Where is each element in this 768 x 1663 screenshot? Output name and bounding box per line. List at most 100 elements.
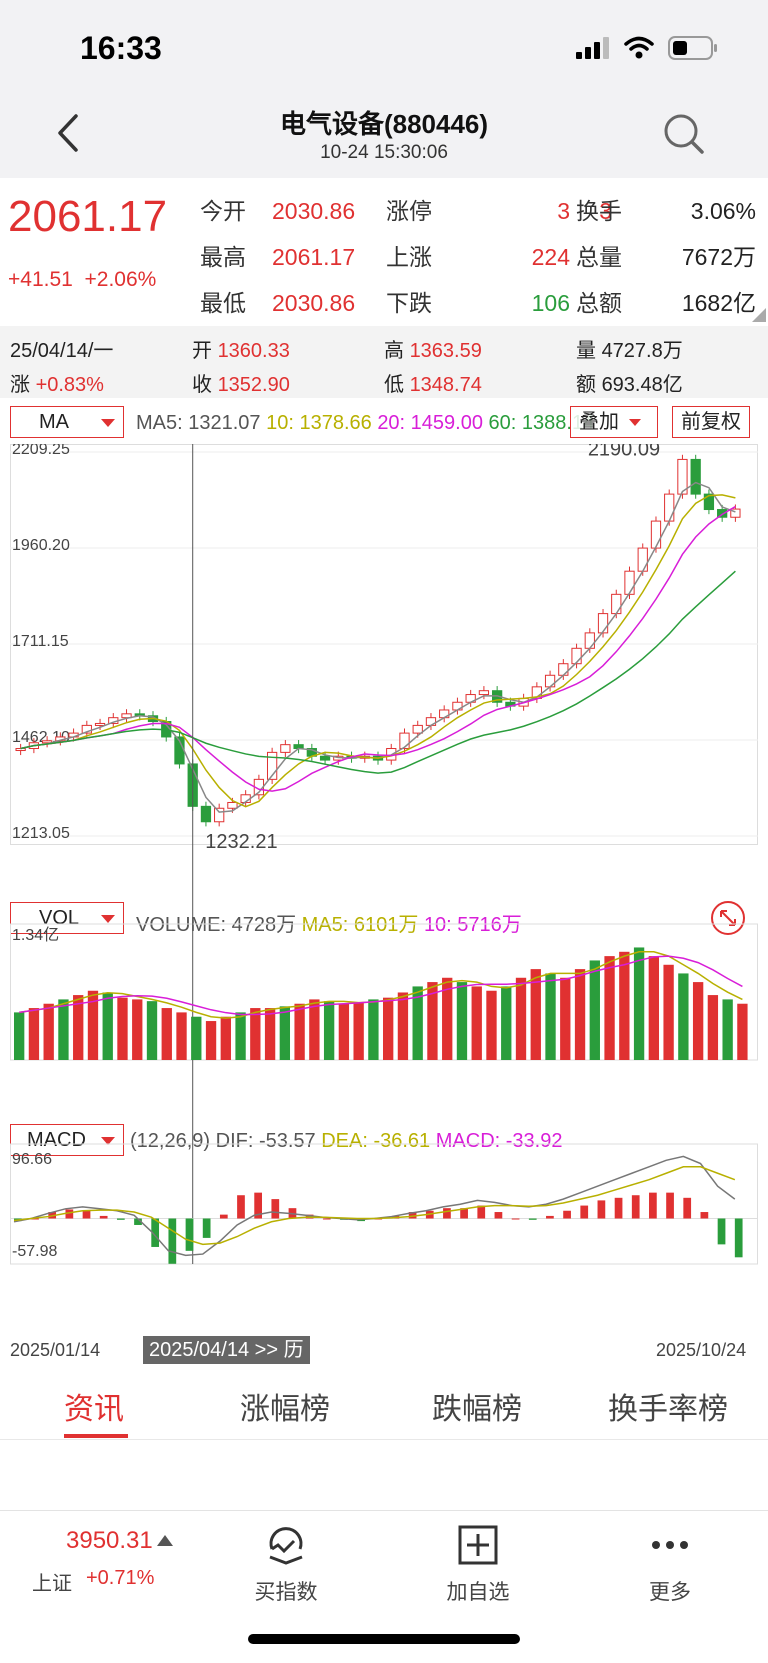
candle-body [214, 807, 225, 823]
tab-news[interactable]: 资讯 [64, 1393, 124, 1426]
back-button[interactable] [50, 108, 90, 158]
volume-bar [486, 990, 497, 1060]
volume-bar [235, 1012, 246, 1060]
volume-bar [368, 999, 379, 1060]
overlay-button[interactable]: 叠加 [570, 406, 658, 438]
overlay-button-label: 叠加 [579, 411, 619, 433]
quote-low: 最低 2030.86 [200, 280, 355, 326]
volume-bar [58, 999, 69, 1060]
bottom-bar: 3950.31 上证 +0.71% 买指数 加自选 更多 [0, 1510, 768, 1663]
day-low: 低 1348.74 [384, 368, 482, 397]
volume-bar [471, 986, 482, 1060]
volume-bar [589, 960, 600, 1060]
volume-bar [87, 990, 99, 1060]
quote-turnover: 换手 [576, 188, 622, 234]
macd-select-label: MACD [27, 1129, 86, 1151]
adjust-button[interactable]: 前复权 [672, 406, 750, 438]
candle-body [597, 613, 609, 634]
volume-bar [545, 973, 556, 1060]
stock-chart[interactable]: 2209.251960.201711.151462.101213.052190.… [10, 444, 758, 1344]
page-title: 电气设备(880446) [279, 109, 489, 139]
macd-histogram-bar [528, 1218, 537, 1220]
candle-body [624, 570, 635, 595]
day-date: 25/04/14/一 [10, 340, 114, 362]
volume-bar [604, 956, 615, 1060]
macd-histogram-bar [31, 1218, 39, 1220]
ma-line [20, 505, 736, 792]
volume-value: 7672万 [681, 244, 756, 270]
tab-turnover[interactable]: 换手率榜 [608, 1393, 728, 1426]
turnover-value: 3.06% [690, 198, 756, 224]
more-button[interactable]: 更多 [610, 1523, 730, 1606]
candle-body [280, 744, 291, 753]
expand-corner-icon[interactable] [752, 308, 766, 322]
day-volume-value: 4727.8万 [601, 340, 683, 362]
quote-col-3-values: 3.06% 7672万 1682亿 [640, 188, 756, 326]
candle-body [703, 493, 715, 511]
day-amount: 额 693.48亿 [576, 368, 683, 397]
macd-value: MACD: -33.92 [435, 1130, 563, 1152]
tab-gainers[interactable]: 涨幅榜 [240, 1393, 330, 1426]
volume-bar [737, 1003, 748, 1060]
volume-bar [648, 956, 660, 1060]
status-bar: 16:33 [0, 0, 768, 100]
volume-bar [73, 995, 84, 1060]
high-annotation: 2190.09 [588, 444, 660, 460]
search-icon [664, 114, 704, 154]
add-watchlist-button[interactable]: 加自选 [418, 1523, 538, 1606]
volume-bar [279, 1006, 291, 1060]
vol-ma5-value: MA5: 6101万 [301, 914, 419, 936]
day-amount-label: 额 [576, 374, 596, 396]
quote-volume: 总量 [576, 234, 622, 280]
price-change-pct: +2.06% [84, 268, 157, 291]
ma-values: MA5: 1321.07 10: 1378.66 20: 1459.00 60:… [136, 412, 594, 435]
candle-body [94, 722, 106, 726]
ma60-value: 60: 1388.14 [488, 412, 595, 434]
volume-bar [560, 977, 571, 1060]
day-high-label: 高 [384, 340, 404, 362]
macd-histogram-bar [546, 1215, 554, 1219]
more-dots-icon [652, 1541, 688, 1549]
day-change: 涨 +0.83% [10, 368, 104, 397]
crosshair-date-tag[interactable]: 2025/04/14 >> 历 [143, 1336, 310, 1364]
dropdown-arrow-icon [628, 419, 641, 427]
home-indicator [248, 1634, 520, 1644]
macd-histogram-bar [477, 1205, 486, 1219]
wifi-icon [624, 36, 654, 59]
day-volume-label: 量 [576, 340, 596, 362]
buy-index-button[interactable]: 买指数 [226, 1523, 346, 1606]
volume-axis-label: 1.34亿 [12, 926, 59, 944]
macd-select[interactable]: MACD [10, 1124, 124, 1156]
macd-histogram-bar [134, 1218, 142, 1225]
volume-value: VOLUME: 4728万 [136, 914, 297, 936]
candle-body [227, 801, 238, 809]
macd-histogram-bar [717, 1218, 726, 1245]
volume-bar [515, 977, 527, 1060]
current-price: 2061.17 [8, 192, 168, 241]
tab-losers[interactable]: 跌幅榜 [432, 1393, 522, 1426]
amount-value: 1682亿 [681, 290, 756, 316]
price-axis-label: 1960.20 [12, 537, 70, 554]
quote-col-2-values: 3 224 106 [470, 188, 570, 326]
volume-bar [323, 1001, 335, 1060]
plus-box-icon [458, 1525, 498, 1565]
macd-histogram-bar [322, 1218, 331, 1220]
macd-histogram-bar [82, 1210, 91, 1219]
macd-histogram-bar [511, 1218, 520, 1220]
macd-histogram-bar [151, 1218, 160, 1247]
quote-label: 总量 [576, 244, 622, 270]
quote-label: 今开 [200, 198, 246, 224]
day-high-value: 1363.59 [409, 340, 482, 362]
macd-histogram-bar [237, 1195, 245, 1219]
search-button[interactable] [660, 110, 708, 158]
volume-bar [574, 969, 586, 1060]
index-change: +0.71% [86, 1567, 155, 1589]
macd-histogram-bar [597, 1200, 606, 1219]
dropdown-arrow-icon [101, 915, 115, 923]
day-close: 收 1352.90 [192, 368, 290, 397]
volume-bar [530, 969, 541, 1060]
fullscreen-icon[interactable] [710, 900, 746, 936]
vol-values: VOLUME: 4728万 MA5: 6101万 10: 5716万 [136, 908, 522, 937]
quote-label: 最高 [200, 244, 246, 270]
ma-select[interactable]: MA [10, 406, 124, 438]
